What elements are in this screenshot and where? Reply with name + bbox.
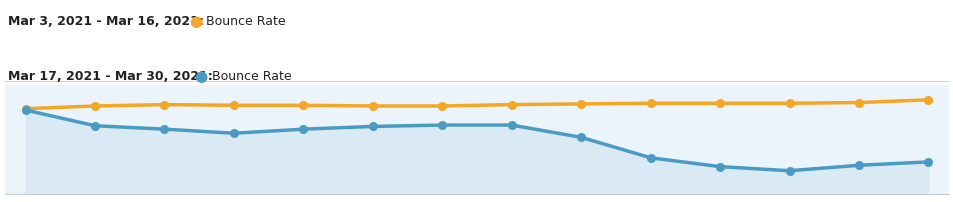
Text: ●: ● bbox=[189, 14, 202, 29]
Text: ●: ● bbox=[194, 69, 208, 84]
Text: Bounce Rate: Bounce Rate bbox=[206, 15, 285, 28]
Text: Mar 3, 2021 - Mar 16, 2021:: Mar 3, 2021 - Mar 16, 2021: bbox=[8, 15, 203, 28]
Text: Bounce Rate: Bounce Rate bbox=[212, 70, 291, 83]
Text: Mar 17, 2021 - Mar 30, 2021:: Mar 17, 2021 - Mar 30, 2021: bbox=[8, 70, 213, 83]
